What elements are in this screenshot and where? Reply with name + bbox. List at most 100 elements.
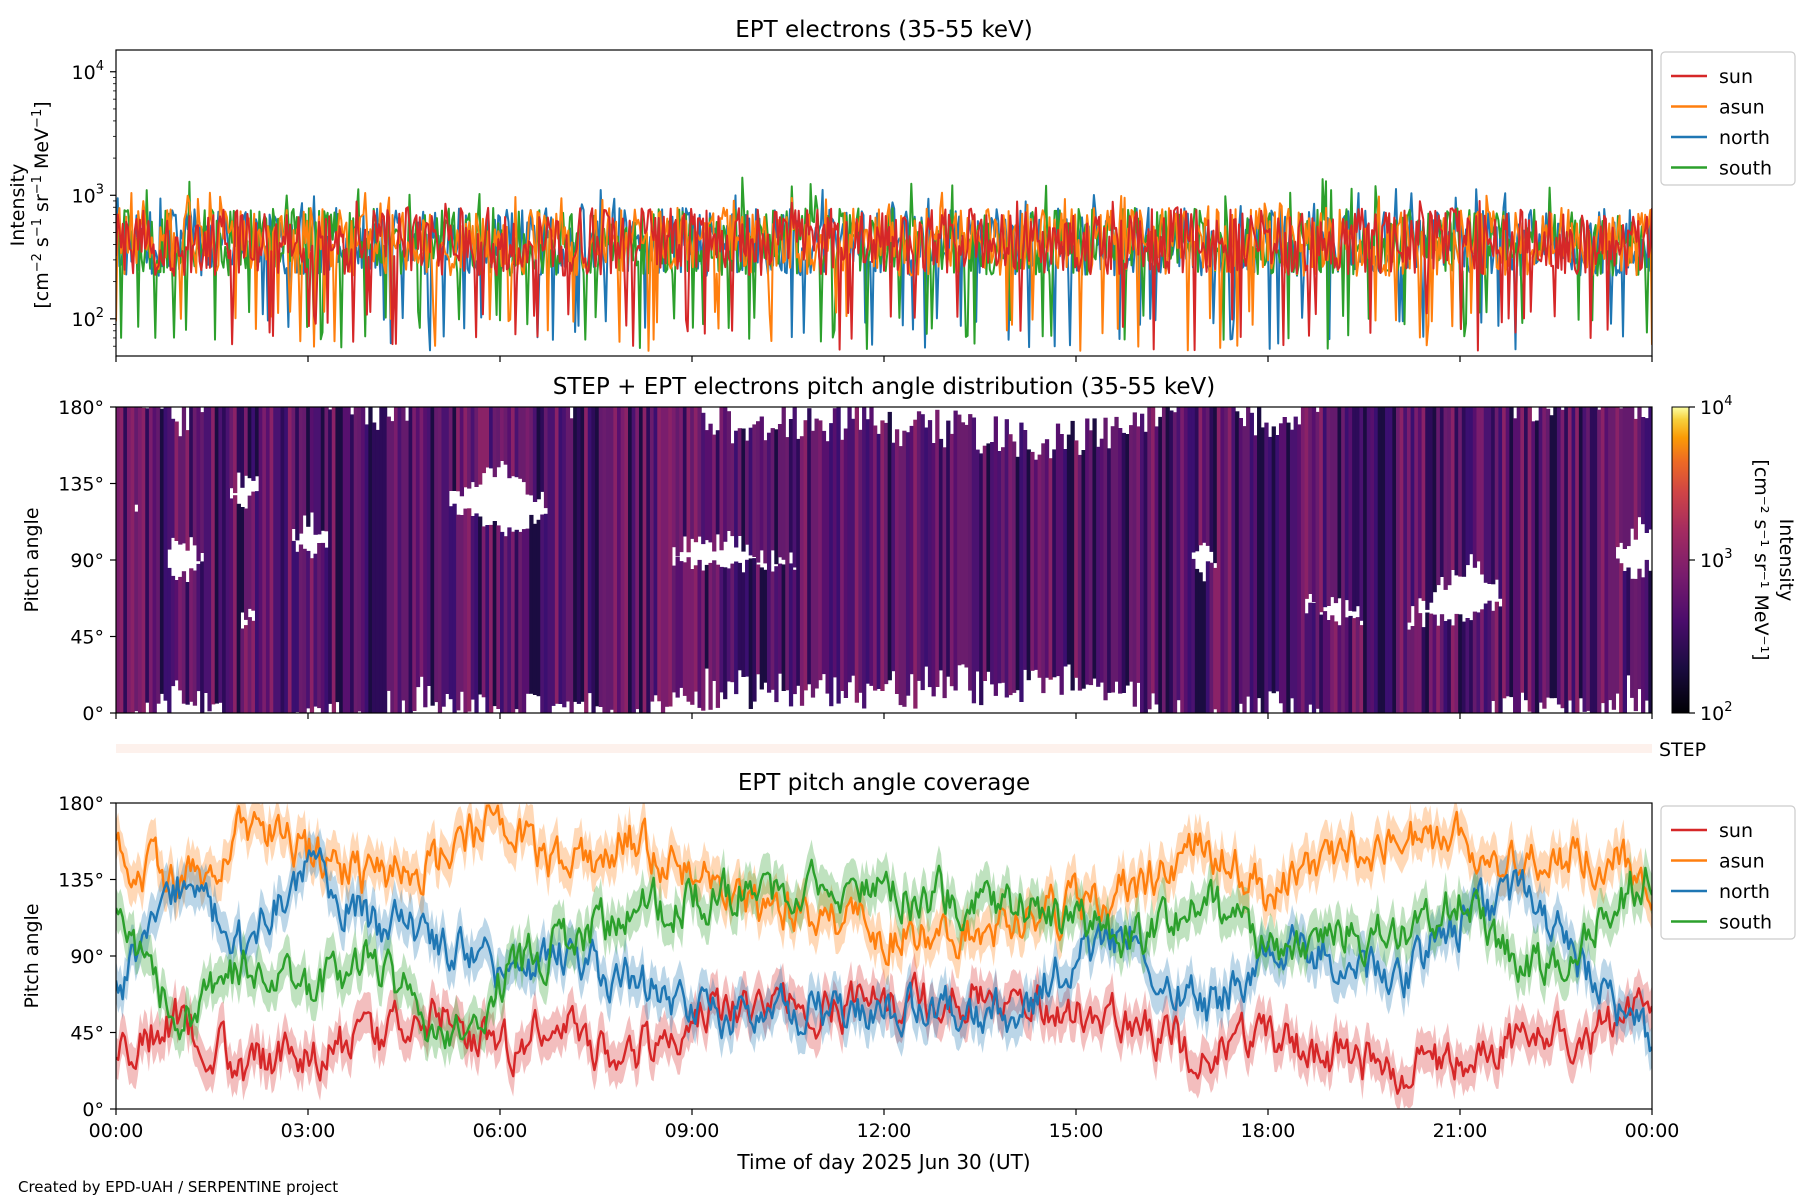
heatmap-cell <box>1578 407 1584 699</box>
heatmap-cell <box>606 407 611 713</box>
heatmap-cell <box>1461 407 1467 577</box>
heatmap-cell <box>843 428 849 698</box>
heatmap-cell <box>1037 454 1042 678</box>
heatmap-cell <box>1644 418 1649 533</box>
heatmap-cell <box>1074 440 1079 678</box>
heatmap-cell <box>1641 577 1646 713</box>
heatmap-cell <box>412 407 417 711</box>
heatmap-cell <box>1476 612 1481 713</box>
heatmap-cell <box>620 407 625 713</box>
heatmap-cell <box>485 525 490 713</box>
heatmap-cell <box>145 408 150 703</box>
heatmap-cell <box>1242 426 1247 713</box>
heatmap-cell <box>584 407 589 713</box>
heatmap-cell <box>730 443 735 537</box>
heatmap-cell <box>126 407 132 713</box>
heatmap-cell <box>748 558 753 709</box>
heatmap-cell <box>1425 407 1430 610</box>
heatmap-cell <box>723 567 728 700</box>
heatmap-cell <box>280 407 285 713</box>
heatmap-cell <box>1253 435 1258 713</box>
heatmap-cell <box>1385 407 1390 713</box>
step-label: STEP <box>1659 739 1706 761</box>
heatmap-cell <box>737 428 742 536</box>
heatmap-cell <box>189 407 194 538</box>
heatmap-cell <box>1586 407 1591 711</box>
heatmap-cell <box>1615 407 1620 548</box>
heatmap-cell <box>313 553 318 707</box>
heatmap-cell <box>565 407 571 702</box>
y-tick-base: 10 <box>72 62 96 84</box>
heatmap-cell <box>869 407 874 686</box>
heatmap-cell <box>862 407 867 709</box>
heatmap-cell <box>1150 407 1156 694</box>
heatmap-cell <box>1063 449 1068 667</box>
panel3-yticks: 0° 45° 90° 135° 180° <box>58 793 116 1121</box>
heatmap-cell <box>174 421 179 541</box>
heatmap-cell <box>1271 426 1276 694</box>
heatmap-cell <box>675 407 680 557</box>
heatmap-cell <box>704 430 710 541</box>
heatmap-cell <box>792 569 797 695</box>
heatmap-cell <box>880 420 885 691</box>
heatmap-cell <box>448 407 454 491</box>
heatmap-cell <box>419 407 424 677</box>
heatmap-cell <box>393 407 399 713</box>
heatmap-cell <box>1443 621 1448 713</box>
heatmap-cell <box>350 414 355 713</box>
heatmap-cell <box>1454 407 1459 576</box>
heatmap-cell <box>920 414 925 691</box>
heatmap-cell <box>1107 448 1112 693</box>
heatmap-cell <box>426 407 432 686</box>
heatmap-cell <box>467 407 472 489</box>
heatmap-cell <box>1033 459 1039 670</box>
heatmap-cell <box>1465 618 1470 713</box>
heatmap-cell <box>1352 618 1357 713</box>
legend-label-sun: sun <box>1719 820 1753 842</box>
heatmap-cell <box>1597 409 1602 713</box>
heatmap-cell <box>1348 615 1353 713</box>
heatmap-cell <box>836 407 841 704</box>
heatmap-cell <box>320 542 326 713</box>
heatmap-cell <box>1644 559 1649 701</box>
heatmap-cell <box>1092 418 1097 679</box>
heatmap-cell <box>532 523 538 695</box>
heatmap-cell <box>1205 407 1211 546</box>
heatmap-cell <box>660 407 666 713</box>
heatmap-cell <box>712 434 717 552</box>
heatmap-cell <box>1611 407 1617 710</box>
series-band-south <box>116 839 1652 1069</box>
heatmap-cell <box>1494 601 1499 713</box>
heatmap-cell <box>1198 407 1203 546</box>
heatmap-cell <box>364 424 369 713</box>
heatmap-cell <box>463 407 468 488</box>
heatmap-cell <box>1224 407 1229 713</box>
heatmap-cell <box>1147 407 1152 710</box>
x-tick-label: 18:00 <box>1241 1120 1296 1142</box>
y-tick-exp: 3 <box>96 182 104 197</box>
heatmap-cell <box>200 561 205 713</box>
heatmap-cell <box>1322 611 1328 713</box>
panel2-title: STEP + EPT electrons pitch angle distrib… <box>553 374 1215 400</box>
x-tick-label: 21:00 <box>1433 1120 1488 1142</box>
heatmap-cell <box>225 407 230 713</box>
heatmap-cell <box>777 563 783 674</box>
heatmap-cell <box>741 572 746 677</box>
heatmap-cell <box>372 422 377 713</box>
heatmap-cell <box>873 425 878 691</box>
heatmap-cell <box>1513 418 1518 713</box>
heatmap-cell <box>1502 407 1507 699</box>
heatmap-cell <box>1480 407 1485 575</box>
heatmap-cell <box>357 407 362 712</box>
legend-label-asun: asun <box>1719 97 1765 119</box>
heatmap-cell <box>1213 407 1218 564</box>
series-line-asun <box>116 804 1652 967</box>
heatmap-cell <box>1622 571 1627 713</box>
heatmap-cell <box>1637 568 1642 690</box>
heatmap-cell <box>1289 429 1295 699</box>
heatmap-cell <box>408 407 413 713</box>
heatmap-cell <box>1377 407 1382 713</box>
heatmap-cell <box>1015 456 1020 691</box>
heatmap-cell <box>591 407 596 713</box>
